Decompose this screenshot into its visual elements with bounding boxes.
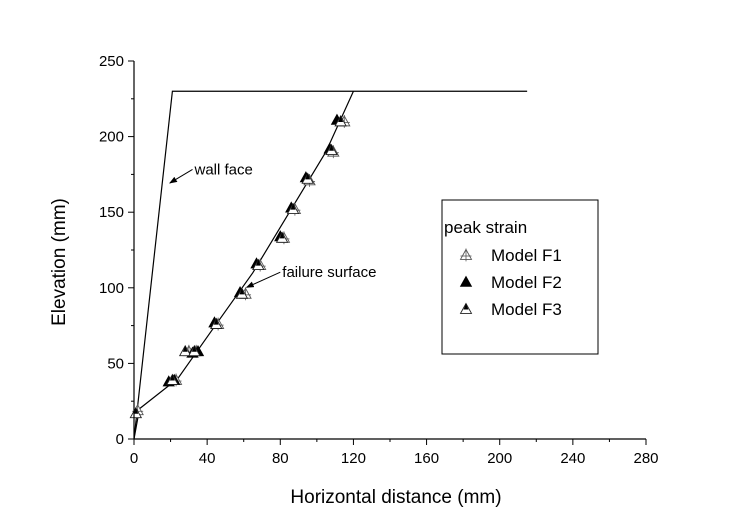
marker-fill (279, 232, 285, 239)
y-axis-title: Elevation (mm) (49, 198, 70, 326)
x-tick-label: 280 (633, 450, 658, 467)
series-model-f2 (162, 113, 344, 387)
y-tick-label: 100 (99, 280, 124, 297)
marker-fill (463, 303, 469, 310)
marker-fill (182, 345, 188, 352)
series-model-f3 (129, 115, 347, 419)
x-tick-label: 200 (487, 450, 512, 467)
legend-marker (459, 248, 473, 262)
marker-fill (305, 173, 311, 180)
x-tick-label: 240 (560, 450, 585, 467)
x-tick-label: 0 (130, 450, 138, 467)
marker-shape (459, 275, 473, 287)
data-point (334, 115, 347, 127)
data-point (252, 258, 265, 270)
data-point (188, 344, 201, 357)
x-tick-label: 40 (199, 450, 216, 467)
marker-fill (338, 115, 344, 122)
axes: 0 40 80 120 160 200 240 280 0 50 100 150 200 250 Horiz… (49, 53, 659, 508)
wall-face-label: wall face (194, 161, 253, 178)
legend-marker (459, 302, 473, 314)
marker-fill (290, 203, 296, 210)
failure-surface-label: failure surface (282, 264, 376, 281)
y-tick-label: 200 (99, 129, 124, 146)
legend-entry: Model F1 (491, 246, 562, 265)
marker-fill (255, 259, 261, 266)
legend-entry: Model F2 (491, 273, 562, 292)
x-tick-label: 120 (341, 450, 366, 467)
data-point (166, 373, 179, 385)
legend-entry: Model F3 (491, 300, 562, 319)
legend-title: peak strain (444, 218, 527, 237)
data-point (210, 317, 223, 329)
y-tick-label: 150 (99, 204, 124, 221)
y-tick-label: 250 (99, 53, 124, 70)
x-tick-label: 80 (272, 450, 289, 467)
marker-fill (239, 288, 245, 295)
data-point (178, 344, 192, 357)
failure-surface-arrow (245, 271, 281, 288)
legend-marker (459, 275, 473, 287)
marker-fill (191, 345, 197, 352)
data-point (235, 287, 249, 299)
legend-box (441, 199, 599, 355)
x-tick-label: 160 (414, 450, 439, 467)
marker-fill (329, 144, 334, 151)
y-tick-label: 0 (116, 431, 124, 448)
data-point (301, 172, 314, 184)
legend: peak strain Model F1 Model F2 Model F3 (441, 199, 599, 355)
y-tick-label: 50 (107, 355, 124, 372)
marker-fill (213, 318, 219, 325)
marker-fill (169, 374, 175, 381)
wall-face-line (133, 90, 528, 440)
wall-face-arrow (169, 168, 193, 184)
data-point (275, 231, 289, 243)
x-axis-title: Horizontal distance (mm) (290, 487, 501, 508)
plot-area: wall face failure surface (129, 90, 528, 440)
failure-surface-line (133, 90, 354, 440)
data-point (325, 143, 338, 156)
data-point (286, 202, 300, 215)
